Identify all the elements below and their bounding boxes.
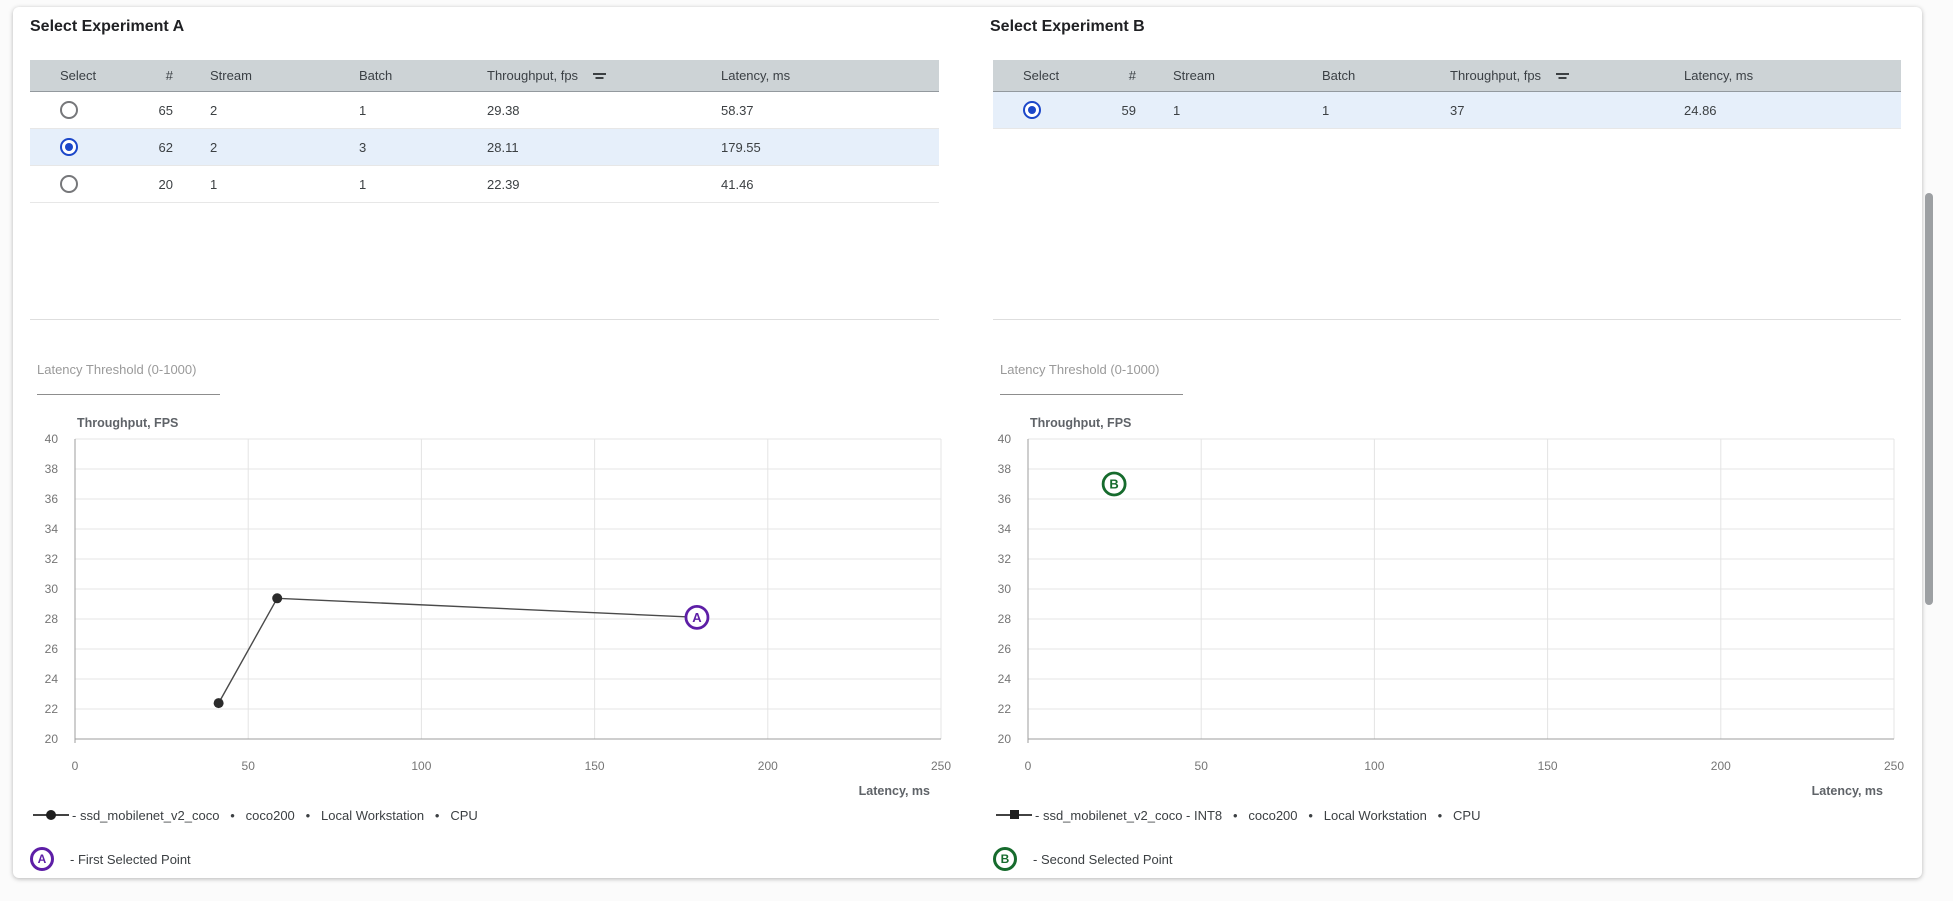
line-square-marker-icon: [996, 814, 1032, 816]
latency-threshold-input-a[interactable]: [37, 376, 220, 395]
cell-num: 62: [125, 140, 185, 155]
cell-latency: 179.55: [655, 140, 939, 155]
point-a-badge-icon: A: [30, 847, 54, 871]
radio-button[interactable]: [60, 101, 78, 119]
cell-batch: 1: [330, 177, 465, 192]
cell-throughput: 22.39: [465, 177, 655, 192]
latency-threshold-label-b: Latency Threshold (0-1000): [1000, 362, 1159, 377]
cell-batch: 1: [330, 103, 465, 118]
vertical-scrollbar-thumb[interactable]: [1925, 193, 1933, 605]
legend-series-label: - ssd_mobilenet_v2_coco - INT8 • coco200…: [1035, 808, 1481, 823]
cell-throughput: 29.38: [465, 103, 655, 118]
header-stream: Stream: [185, 68, 330, 83]
table-header-row: Select # Stream Batch Throughput, fps La…: [993, 60, 1901, 92]
cell-latency: 41.46: [655, 177, 939, 192]
header-throughput: Throughput, fps: [487, 68, 578, 83]
cell-throughput: 28.11: [465, 140, 655, 155]
header-num: #: [125, 68, 185, 83]
panel-b-title: Select Experiment B: [990, 18, 1145, 36]
table-row[interactable]: 62 2 3 28.11 179.55: [30, 129, 939, 166]
cell-batch: 1: [1293, 103, 1428, 118]
cell-latency: 24.86: [1618, 103, 1901, 118]
legend-point-b: B - Second Selected Point: [993, 847, 1172, 871]
experiment-table-a: Select # Stream Batch Throughput, fps La…: [30, 60, 939, 203]
legend-series-a: - ssd_mobilenet_v2_coco • coco200 • Loca…: [33, 803, 478, 827]
experiment-table-b: Select # Stream Batch Throughput, fps La…: [993, 60, 1901, 129]
legend-point-a: A - First Selected Point: [30, 847, 191, 871]
legend-series-b: - ssd_mobilenet_v2_coco - INT8 • coco200…: [996, 803, 1481, 827]
line-dot-marker-icon: [33, 814, 69, 816]
section-divider: [993, 319, 1901, 320]
cell-stream: 2: [185, 103, 330, 118]
legend-point-label: - Second Selected Point: [1033, 852, 1172, 867]
cell-num: 65: [125, 103, 185, 118]
cell-stream: 1: [185, 177, 330, 192]
table-row[interactable]: 20 1 1 22.39 41.46: [30, 166, 939, 203]
cell-stream: 1: [1148, 103, 1293, 118]
latency-threshold-label-a: Latency Threshold (0-1000): [37, 362, 196, 377]
experiment-comparison-page: Select Experiment A Select # Stream Batc…: [0, 0, 1953, 901]
cell-latency: 58.37: [655, 103, 939, 118]
panel-a-title: Select Experiment A: [30, 18, 184, 36]
header-batch: Batch: [1293, 68, 1428, 83]
legend-series-label: - ssd_mobilenet_v2_coco • coco200 • Loca…: [72, 808, 478, 823]
cell-num: 59: [1088, 103, 1148, 118]
header-select: Select: [30, 68, 125, 83]
header-stream: Stream: [1148, 68, 1293, 83]
section-divider: [30, 319, 939, 320]
radio-button[interactable]: [60, 138, 78, 156]
header-latency: Latency, ms: [1618, 68, 1901, 83]
sort-icon[interactable]: [1555, 68, 1570, 83]
header-batch: Batch: [330, 68, 465, 83]
cell-num: 20: [125, 177, 185, 192]
header-latency: Latency, ms: [655, 68, 939, 83]
point-b-badge-icon: B: [993, 847, 1017, 871]
latency-threshold-input-b[interactable]: [1000, 376, 1183, 395]
table-row[interactable]: 65 2 1 29.38 58.37: [30, 92, 939, 129]
table-row[interactable]: 59 1 1 37 24.86: [993, 92, 1901, 129]
sort-icon[interactable]: [592, 68, 607, 83]
header-select: Select: [993, 68, 1088, 83]
radio-button[interactable]: [1023, 101, 1041, 119]
cell-throughput: 37: [1428, 103, 1618, 118]
cell-stream: 2: [185, 140, 330, 155]
cell-batch: 3: [330, 140, 465, 155]
radio-button[interactable]: [60, 175, 78, 193]
header-num: #: [1088, 68, 1148, 83]
legend-point-label: - First Selected Point: [70, 852, 191, 867]
table-header-row: Select # Stream Batch Throughput, fps La…: [30, 60, 939, 92]
header-throughput: Throughput, fps: [1450, 68, 1541, 83]
